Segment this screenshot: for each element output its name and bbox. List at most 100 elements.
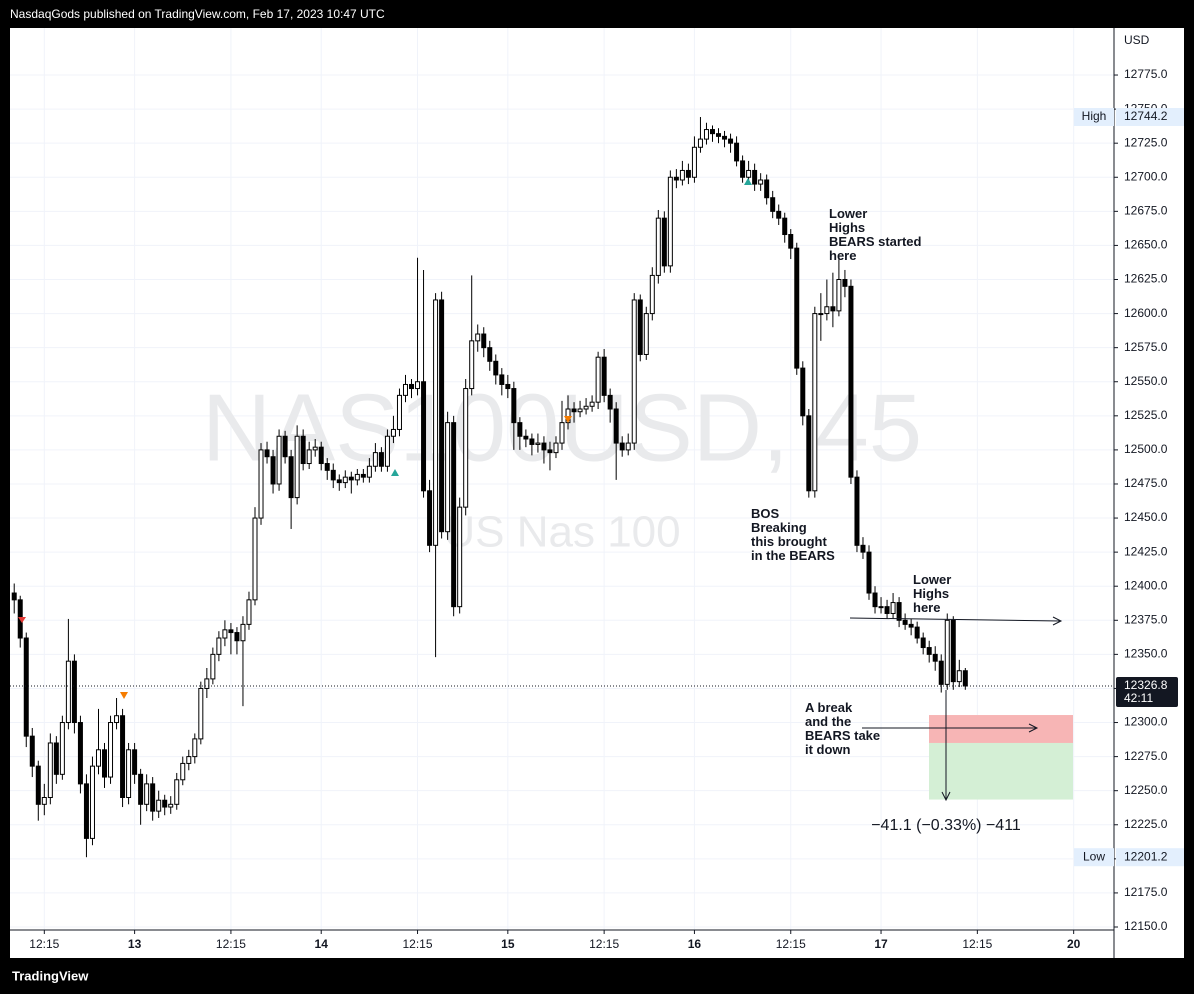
low-value-box	[1116, 848, 1184, 867]
candle-body	[613, 408, 619, 444]
candle-body	[818, 313, 824, 316]
candle-body	[932, 653, 938, 662]
target-zone	[929, 742, 1073, 800]
candle-body	[372, 452, 378, 467]
candle-body	[770, 197, 776, 212]
candle-body	[114, 715, 120, 724]
candle-body	[318, 446, 324, 465]
arrow-head	[1028, 723, 1039, 733]
candle-body	[415, 381, 421, 390]
candle-body	[649, 274, 655, 315]
candle-body	[884, 606, 890, 614]
candle-body	[144, 783, 150, 805]
y-tick-label: 12400.0	[1124, 578, 1168, 592]
candle-body	[788, 234, 794, 249]
y-tick-label: 12500.0	[1124, 442, 1168, 456]
x-tick-label: 15	[501, 937, 515, 951]
signal-marker	[18, 617, 26, 623]
x-tick-label: 12:15	[776, 937, 806, 951]
candle-body	[697, 138, 703, 148]
y-tick-label: 12625.0	[1124, 272, 1168, 286]
candle-body	[204, 678, 210, 689]
y-tick-label: 12475.0	[1124, 476, 1168, 490]
candle-body	[306, 449, 312, 465]
candle-body	[583, 405, 589, 410]
candle-body	[156, 799, 162, 812]
candle-body	[102, 749, 108, 778]
candle-body	[752, 169, 758, 185]
candle-body	[180, 762, 186, 781]
candle-body	[920, 637, 926, 649]
signal-marker	[564, 416, 572, 423]
x-tick-label: 20	[1067, 937, 1081, 951]
candle-body	[282, 435, 288, 458]
arrow-head	[1052, 616, 1063, 626]
x-tick-label: 12:15	[29, 937, 59, 951]
high-value: 12744.2	[1124, 109, 1168, 123]
candle-body	[794, 247, 800, 369]
signal-marker	[391, 469, 399, 476]
candle-body	[439, 299, 445, 533]
y-tick-label: 12425.0	[1124, 544, 1168, 558]
candle-body	[53, 742, 59, 775]
stop-zone	[929, 715, 1073, 743]
annotation: BOS Breaking this brought in the BEARS	[751, 506, 835, 563]
candle-body	[782, 217, 788, 236]
candle-body	[541, 442, 547, 451]
low-label-box	[1074, 848, 1114, 867]
x-tick-label: 17	[874, 937, 888, 951]
candle-body	[47, 742, 53, 799]
candle-body	[800, 367, 806, 417]
candle-body	[421, 381, 427, 492]
y-tick-label: 12225.0	[1124, 817, 1168, 831]
candle-body	[168, 803, 174, 808]
candle-body	[336, 479, 342, 484]
y-tick-label: 12275.0	[1124, 749, 1168, 763]
candle-body	[59, 722, 65, 775]
candle-body	[65, 660, 71, 724]
countdown: 42:11	[1124, 691, 1153, 705]
candle-body	[126, 749, 132, 799]
high-value-box	[1116, 108, 1184, 127]
candle-body	[475, 333, 481, 342]
candle-body	[210, 653, 216, 680]
candle-body	[685, 169, 691, 178]
candle-body	[830, 306, 836, 312]
y-tick-label: 12375.0	[1124, 612, 1168, 626]
brand: TradingView	[12, 968, 89, 983]
candle-body	[41, 797, 47, 805]
candle-body	[577, 408, 583, 413]
x-tick-label: 14	[315, 937, 329, 951]
candle-body	[571, 408, 577, 413]
last-price-box	[1116, 676, 1178, 707]
high-label: High	[1082, 109, 1107, 123]
candle-body	[926, 647, 932, 655]
y-tick-label: 12350.0	[1124, 647, 1168, 661]
candle-body	[246, 599, 252, 625]
candle-body	[95, 749, 101, 767]
candle-body	[637, 299, 643, 355]
y-tick-label: 12550.0	[1124, 374, 1168, 388]
candle-body	[667, 176, 673, 267]
candle-body	[276, 435, 282, 485]
candle-body	[896, 602, 902, 621]
candle-body	[186, 756, 192, 764]
chart-panel	[10, 28, 1184, 958]
position-tool	[929, 715, 1073, 800]
x-tick-label: 12:15	[216, 937, 246, 951]
position-label: −41.1 (−0.33%) −411	[871, 817, 1021, 834]
y-tick-label: 12250.0	[1124, 783, 1168, 797]
candle-body	[240, 623, 246, 642]
candle-body	[848, 285, 854, 478]
candle-body	[890, 602, 896, 614]
candle-body	[234, 632, 240, 642]
candle-body	[553, 442, 559, 454]
candle-body	[174, 779, 180, 805]
candle-body	[150, 783, 156, 812]
candle-body	[481, 333, 487, 349]
candle-body	[132, 749, 138, 775]
x-tick-label: 13	[128, 937, 142, 951]
y-tick-label: 12450.0	[1124, 510, 1168, 524]
candle-body	[806, 415, 812, 492]
